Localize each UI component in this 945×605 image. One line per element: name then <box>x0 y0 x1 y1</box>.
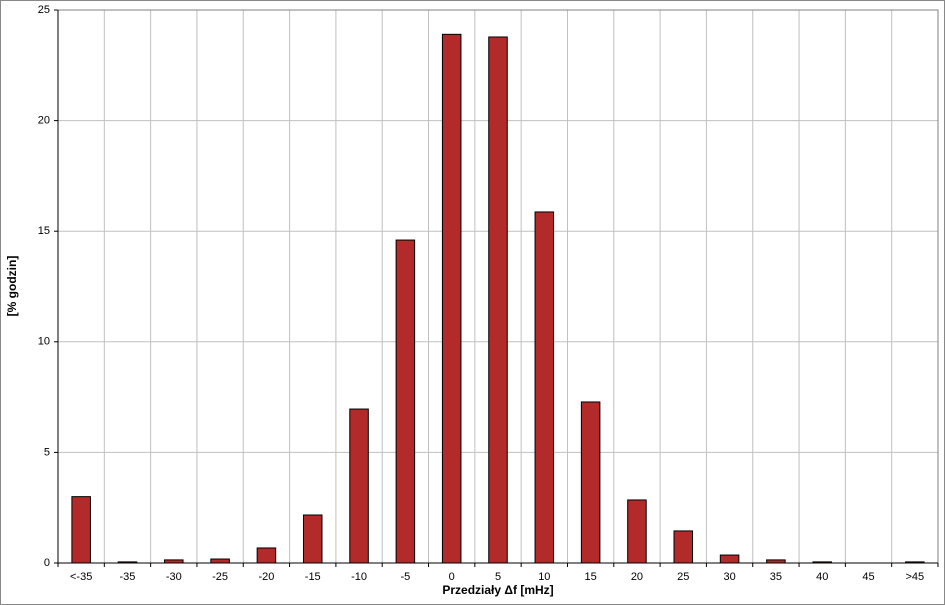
y-tick-label: 15 <box>38 225 50 237</box>
x-tick-label: -35 <box>120 571 136 583</box>
x-tick-label: -5 <box>400 571 410 583</box>
x-tick-label: -25 <box>212 571 228 583</box>
x-tick-label: 20 <box>631 571 643 583</box>
bar <box>488 36 508 564</box>
x-tick-label: -10 <box>351 571 367 583</box>
bar <box>627 499 647 564</box>
x-tick-label: >45 <box>906 571 925 583</box>
x-tick-label: 0 <box>449 571 455 583</box>
x-tick-label: 30 <box>723 571 735 583</box>
bar <box>256 547 277 564</box>
bar <box>395 239 416 564</box>
bar <box>302 514 323 564</box>
x-axis-title: Przedziały Δf [mHz] <box>442 583 553 597</box>
x-tick-label: 40 <box>816 571 828 583</box>
x-tick-label: -15 <box>305 571 321 583</box>
x-tick-label: 25 <box>677 571 689 583</box>
y-axis-title: [% godzin] <box>5 256 19 317</box>
x-tick-label: 35 <box>770 571 782 583</box>
x-tick-label: 45 <box>862 571 874 583</box>
bar <box>210 558 230 564</box>
y-tick-label: 0 <box>44 557 50 569</box>
bar <box>673 530 694 564</box>
bar <box>71 496 91 564</box>
bar <box>441 33 462 564</box>
x-tick-label: -20 <box>258 571 274 583</box>
bar <box>534 211 555 564</box>
bar <box>719 554 740 564</box>
x-tick-label: <-35 <box>70 571 92 583</box>
x-tick-label: 5 <box>495 571 501 583</box>
x-tick-label: -30 <box>166 571 182 583</box>
bar <box>580 401 601 564</box>
y-tick-label: 10 <box>38 336 50 348</box>
bar <box>349 408 369 564</box>
y-tick-label: 20 <box>38 115 50 127</box>
x-tick-label: 15 <box>585 571 597 583</box>
y-tick-label: 5 <box>44 446 50 458</box>
y-tick-label: 25 <box>38 4 50 16</box>
x-tick-label: 10 <box>538 571 550 583</box>
